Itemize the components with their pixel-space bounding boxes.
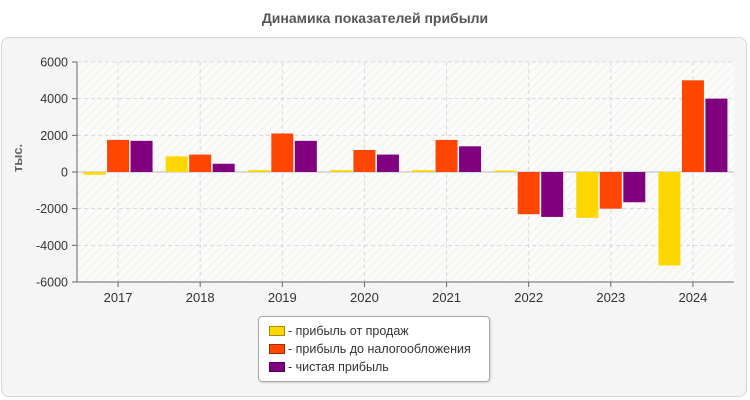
legend-item: - прибыль от продаж	[269, 322, 489, 340]
chart-title: Динамика показателей прибыли	[261, 10, 489, 26]
tick-labels: 6000 4000 2000 0 -2000 -4000 -6000 2017 2018 2019…	[36, 56, 707, 306]
bar-2018-s2	[212, 163, 235, 172]
bar-2020-s2	[376, 154, 399, 172]
bar-2022-s2	[541, 172, 564, 217]
bar-2021-s2	[459, 146, 482, 172]
legend-item: - прибыль до налогообложения	[269, 340, 489, 358]
bar-2023-s2	[623, 172, 646, 203]
bar-2024-s2	[705, 98, 728, 172]
legend-label: - прибыль от продаж	[288, 324, 409, 338]
legend-swatch-sales-profit	[269, 326, 285, 336]
x-tick-label: 2017	[104, 290, 133, 305]
bar-2023-s1	[599, 172, 622, 209]
bar-2018-s1	[189, 154, 212, 172]
bar-2021-s0	[412, 170, 435, 172]
y-axis-label: тыс.	[10, 144, 25, 172]
y-tick-label: 2000	[40, 129, 68, 143]
y-tick-label: 6000	[40, 56, 68, 70]
x-tick-label: 2024	[678, 290, 707, 305]
y-tick-label: -6000	[36, 276, 68, 290]
bar-2019-s1	[271, 133, 294, 172]
y-tick-label: 4000	[40, 92, 68, 106]
x-tick-label: 2023	[596, 290, 625, 305]
bar-2024-s1	[681, 80, 704, 172]
bar-2020-s1	[353, 150, 376, 172]
bar-2020-s0	[329, 170, 352, 172]
legend-swatch-net-profit	[269, 362, 285, 372]
legend-label: - прибыль до налогообложения	[288, 342, 471, 356]
bar-2021-s1	[435, 139, 458, 172]
bar-2019-s0	[247, 170, 270, 172]
x-tick-label: 2020	[350, 290, 379, 305]
bar-2024-s0	[658, 172, 681, 266]
legend-swatch-pretax-profit	[269, 344, 285, 354]
x-tick-label: 2021	[432, 290, 461, 305]
axes	[72, 61, 734, 287]
bar-2022-s0	[494, 170, 517, 172]
bar-2017-s2	[130, 140, 153, 172]
y-tick-label: 0	[61, 166, 68, 180]
x-tick-label: 2018	[186, 290, 215, 305]
bar-2017-s0	[83, 172, 106, 175]
y-tick-label: -4000	[36, 239, 68, 253]
bar-2017-s1	[107, 139, 130, 172]
legend-item: - чистая прибыль	[269, 358, 489, 376]
x-tick-label: 2019	[268, 290, 297, 305]
bar-2022-s1	[517, 172, 540, 215]
bar-2023-s0	[576, 172, 599, 218]
y-tick-label: -2000	[36, 202, 68, 216]
bar-2018-s0	[165, 156, 188, 172]
x-tick-label: 2022	[514, 290, 543, 305]
bars	[83, 80, 728, 266]
bar-2019-s2	[294, 140, 317, 172]
legend-label: - чистая прибыль	[288, 360, 389, 374]
legend: - прибыль от продаж - прибыль до налогоо…	[258, 316, 490, 382]
